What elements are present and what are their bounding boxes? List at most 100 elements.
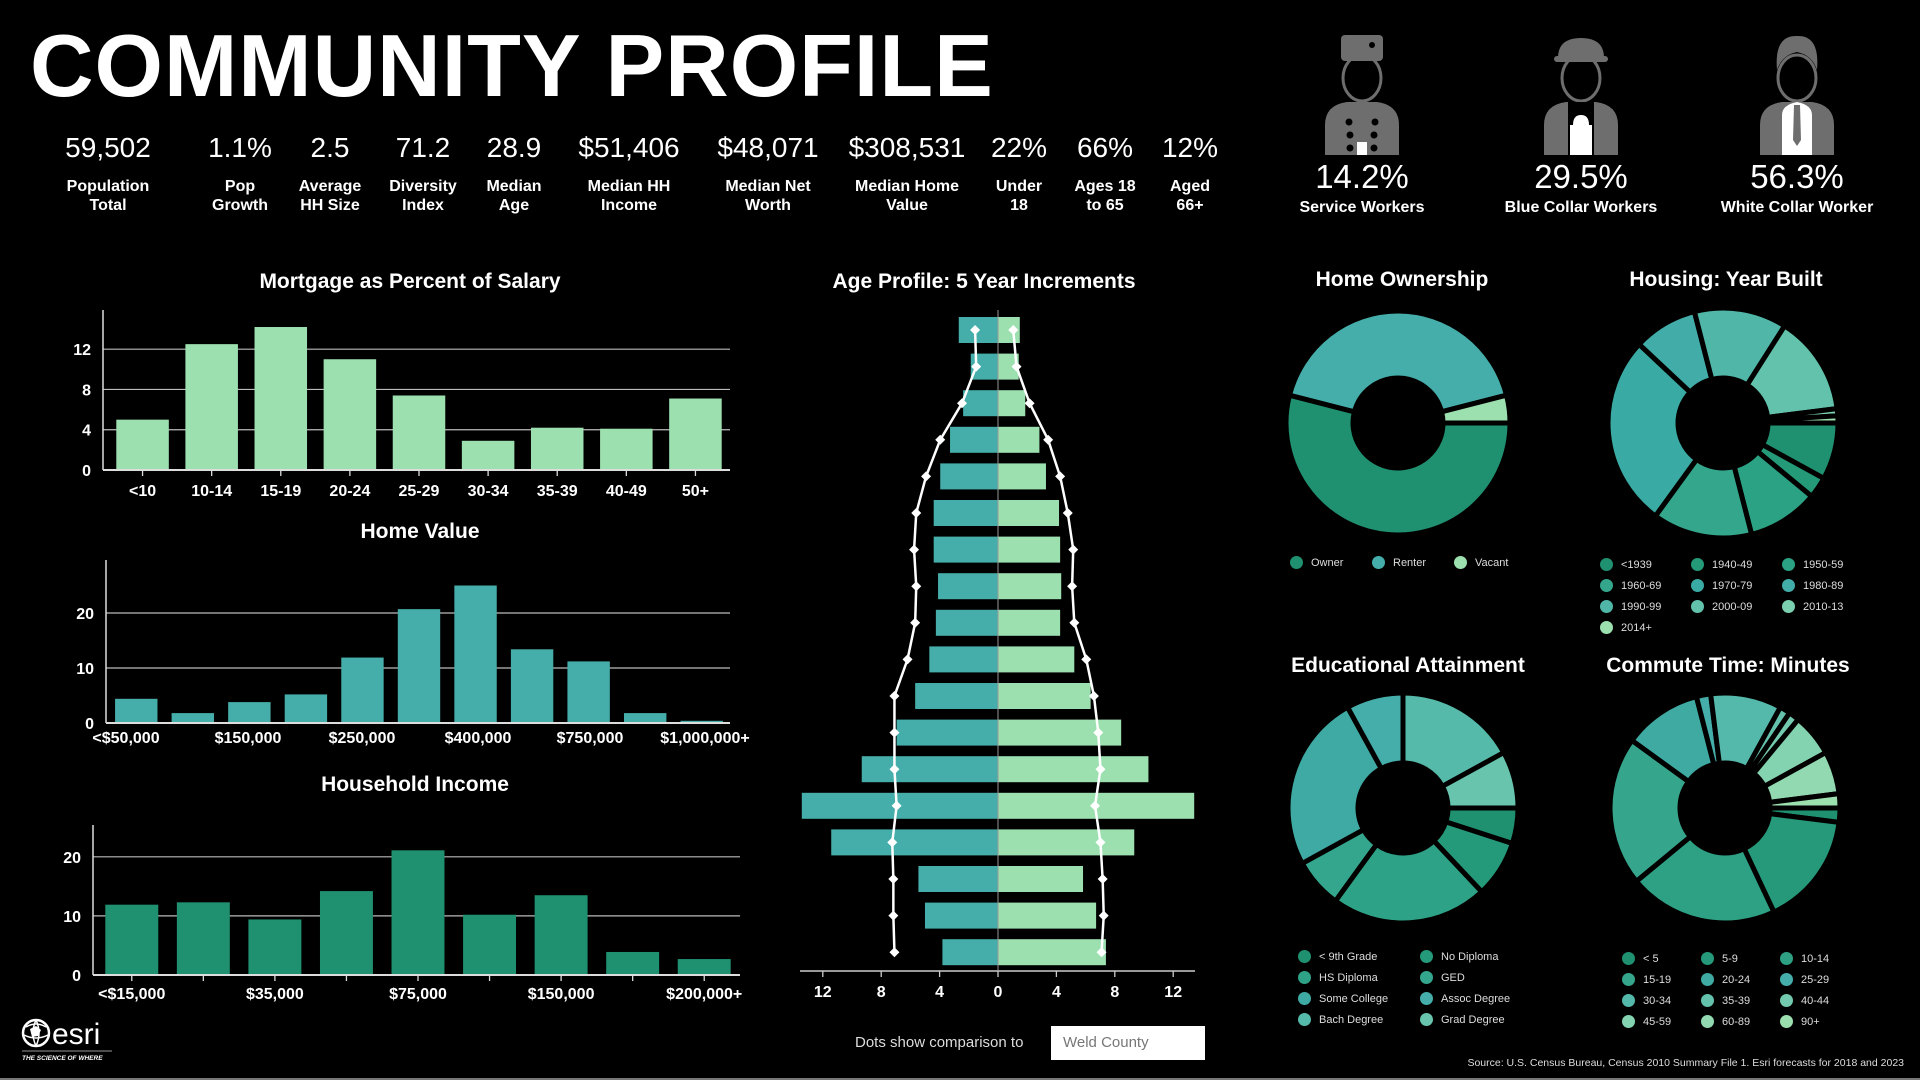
legend-item[interactable]: 1980-89: [1782, 579, 1843, 592]
comparison-dot[interactable]: [1069, 617, 1080, 628]
legend-item[interactable]: 30-34: [1622, 994, 1671, 1007]
male-bar[interactable]: [950, 426, 998, 453]
legend-item[interactable]: No Diploma: [1420, 950, 1498, 963]
female-bar[interactable]: [998, 939, 1106, 966]
legend-item[interactable]: GED: [1420, 971, 1465, 984]
comparison-dot[interactable]: [1008, 325, 1019, 335]
donut-slice[interactable]: [1439, 749, 1521, 811]
comparison-dot[interactable]: [1093, 727, 1104, 738]
legend-item[interactable]: 1960-69: [1600, 579, 1661, 592]
bar[interactable]: [105, 904, 159, 975]
donut-slice[interactable]: [1331, 837, 1486, 926]
legend-item[interactable]: < 9th Grade: [1298, 950, 1377, 963]
legend-item[interactable]: <1939: [1600, 558, 1652, 571]
bar[interactable]: [461, 440, 515, 470]
legend-item[interactable]: 35-39: [1701, 994, 1750, 1007]
male-bar[interactable]: [831, 829, 998, 856]
female-bar[interactable]: [998, 756, 1149, 783]
bar[interactable]: [463, 914, 517, 975]
bar[interactable]: [606, 951, 660, 975]
female-bar[interactable]: [998, 536, 1061, 563]
legend-item[interactable]: 60-89: [1701, 1015, 1750, 1028]
legend-item[interactable]: 25-29: [1780, 973, 1829, 986]
bar[interactable]: [510, 649, 554, 723]
male-bar[interactable]: [942, 939, 998, 966]
comparison-dot[interactable]: [1095, 764, 1106, 775]
comparison-dot[interactable]: [935, 434, 946, 445]
donut-slice[interactable]: [1632, 833, 1778, 926]
comparison-dot[interactable]: [911, 508, 922, 518]
bar[interactable]: [228, 702, 271, 723]
legend-item[interactable]: Renter: [1372, 556, 1426, 569]
bar[interactable]: [530, 427, 584, 470]
bar[interactable]: [677, 959, 731, 975]
comparison-dot[interactable]: [891, 800, 902, 811]
comparison-dot[interactable]: [971, 361, 982, 372]
female-bar[interactable]: [998, 683, 1091, 709]
comparison-dot[interactable]: [889, 727, 900, 738]
comparison-dot[interactable]: [1024, 398, 1035, 409]
comparison-dot[interactable]: [1067, 581, 1078, 592]
comparison-dot[interactable]: [910, 617, 921, 628]
male-bar[interactable]: [918, 866, 998, 892]
legend-item[interactable]: 90+: [1780, 1015, 1820, 1028]
comparison-dot[interactable]: [921, 471, 932, 482]
female-bar[interactable]: [998, 829, 1135, 856]
legend-item[interactable]: 5-9: [1701, 952, 1738, 965]
bar[interactable]: [185, 344, 238, 470]
legend-item[interactable]: 45-59: [1622, 1015, 1671, 1028]
female-bar[interactable]: [998, 353, 1019, 380]
donut-slice[interactable]: [1438, 392, 1513, 426]
comparison-dot[interactable]: [1062, 508, 1073, 518]
male-bar[interactable]: [896, 719, 998, 746]
comparison-dot[interactable]: [1088, 691, 1099, 701]
bar[interactable]: [115, 698, 158, 723]
comparison-dot[interactable]: [1068, 544, 1079, 555]
legend-item[interactable]: 15-19: [1622, 973, 1671, 986]
comparison-dot[interactable]: [909, 544, 920, 555]
male-bar[interactable]: [940, 463, 998, 490]
comparison-dot[interactable]: [887, 837, 898, 848]
comparison-area-select[interactable]: Weld County: [1051, 1026, 1205, 1060]
bar[interactable]: [116, 419, 169, 470]
legend-item[interactable]: Owner: [1290, 556, 1343, 569]
male-bar[interactable]: [924, 902, 998, 929]
legend-item[interactable]: 2014+: [1600, 621, 1652, 634]
legend-item[interactable]: 10-14: [1780, 952, 1829, 965]
donut-slice[interactable]: [1607, 736, 1694, 885]
bar[interactable]: [567, 661, 610, 723]
legend-item[interactable]: Bach Degree: [1298, 1013, 1383, 1026]
female-bar[interactable]: [998, 390, 1026, 417]
comparison-dot[interactable]: [1090, 800, 1101, 811]
bar[interactable]: [176, 902, 230, 975]
comparison-dot[interactable]: [889, 764, 900, 775]
comparison-dot[interactable]: [902, 654, 913, 665]
comparison-dot[interactable]: [1097, 874, 1108, 884]
legend-item[interactable]: 1990-99: [1600, 600, 1661, 613]
donut-slice[interactable]: [1766, 790, 1843, 811]
comparison-dot[interactable]: [1096, 947, 1107, 958]
legend-item[interactable]: Vacant: [1454, 556, 1508, 569]
male-bar[interactable]: [915, 683, 998, 709]
bar[interactable]: [600, 428, 653, 470]
bar[interactable]: [669, 398, 722, 470]
bar[interactable]: [397, 609, 441, 723]
comparison-dot[interactable]: [1081, 654, 1092, 665]
bar[interactable]: [391, 850, 445, 975]
bar[interactable]: [284, 694, 328, 723]
male-bar[interactable]: [933, 536, 998, 563]
comparison-dot[interactable]: [888, 910, 899, 921]
legend-item[interactable]: Some College: [1298, 992, 1388, 1005]
donut-slice[interactable]: [1605, 340, 1701, 520]
male-bar[interactable]: [861, 756, 998, 783]
female-bar[interactable]: [998, 646, 1075, 673]
comparison-dot[interactable]: [957, 398, 968, 409]
comparison-dot[interactable]: [889, 947, 900, 958]
legend-item[interactable]: 2000-09: [1691, 600, 1752, 613]
female-bar[interactable]: [998, 902, 1097, 929]
comparison-dot[interactable]: [888, 874, 899, 884]
comparison-dot[interactable]: [1095, 837, 1106, 848]
male-bar[interactable]: [963, 390, 998, 417]
female-bar[interactable]: [998, 426, 1040, 453]
female-bar[interactable]: [998, 573, 1062, 600]
